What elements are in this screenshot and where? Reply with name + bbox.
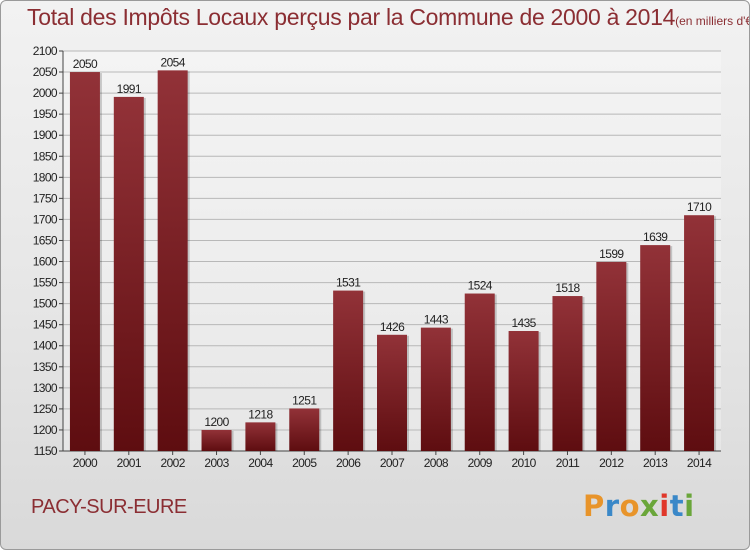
data-label-2013: 1639 [643, 230, 668, 244]
commune-name: PACY-SUR-EURE [31, 496, 187, 518]
data-label-2008: 1443 [424, 313, 449, 327]
x-tick-label-2003: 2003 [204, 456, 229, 470]
y-tick-label: 1850 [33, 149, 58, 163]
x-tick-label-2014: 2014 [687, 456, 712, 470]
y-tick-label: 1800 [33, 170, 58, 184]
y-tick-label: 1500 [33, 297, 58, 311]
data-label-2004: 1218 [248, 407, 273, 421]
x-tick-label-2000: 2000 [73, 456, 98, 470]
data-label-2009: 1524 [468, 279, 493, 293]
bar-2013 [640, 245, 671, 451]
data-label-2007: 1426 [380, 320, 405, 334]
y-tick-label: 1450 [33, 318, 58, 332]
x-tick-label-2009: 2009 [468, 456, 493, 470]
bar-2009 [464, 293, 495, 451]
logo-letter: x [640, 489, 660, 523]
chart-title: Total des Impôts Locaux perçus par la Co… [27, 4, 750, 31]
y-tick-label: 2050 [33, 65, 58, 79]
x-tick-label-2006: 2006 [336, 456, 361, 470]
bar-2012 [596, 261, 627, 451]
x-tick-label-2004: 2004 [248, 456, 273, 470]
logo-letter: P [583, 489, 605, 523]
y-tick-label: 1250 [33, 402, 58, 416]
data-label-2005: 1251 [292, 393, 317, 407]
logo-letter: i [684, 489, 695, 523]
y-tick-label: 2000 [33, 86, 58, 100]
data-label-2002: 2054 [161, 55, 186, 69]
chart-title-main: Total des Impôts Locaux perçus par la Co… [27, 4, 676, 30]
bar-2000 [69, 72, 100, 451]
x-tick-label-2013: 2013 [643, 456, 668, 470]
x-tick-label-2008: 2008 [424, 456, 449, 470]
data-label-2010: 1435 [511, 316, 536, 330]
data-label-2003: 1200 [204, 415, 229, 429]
x-tick-label-2011: 2011 [556, 456, 580, 470]
proxiti-logo: Proxiti [583, 489, 695, 523]
x-tick-label-2012: 2012 [599, 456, 624, 470]
data-label-2014: 1710 [687, 200, 712, 214]
y-tick-label: 2100 [33, 44, 58, 58]
data-label-2011: 1518 [555, 281, 580, 295]
bar-2004 [245, 422, 276, 451]
logo-letter: o [619, 489, 641, 523]
x-tick-label-2010: 2010 [511, 456, 536, 470]
x-tick-label-2005: 2005 [292, 456, 317, 470]
bar-2014 [684, 215, 715, 451]
bar-2006 [333, 290, 364, 451]
y-tick-label: 1400 [33, 339, 58, 353]
y-tick-label: 1200 [33, 423, 58, 437]
y-tick-label: 1900 [33, 128, 58, 142]
bar-2010 [508, 331, 539, 451]
logo-letter: r [604, 489, 620, 523]
bar-2007 [377, 334, 407, 451]
x-tick-label-2007: 2007 [380, 456, 405, 470]
y-tick-label: 1750 [33, 191, 58, 205]
y-tick-label: 1300 [33, 381, 58, 395]
x-tick-label-2001: 2001 [117, 456, 142, 470]
bar-2008 [420, 327, 451, 451]
chart-title-unit: (en milliers d'€) [675, 14, 750, 28]
y-tick-label: 1150 [34, 444, 58, 458]
logo-letter: i [659, 489, 670, 523]
y-tick-label: 1550 [33, 276, 58, 290]
data-label-2006: 1531 [336, 276, 361, 290]
data-label-2012: 1599 [599, 247, 624, 261]
bar-2005 [289, 408, 320, 451]
bar-2001 [113, 96, 144, 451]
x-tick-label-2002: 2002 [161, 456, 186, 470]
y-tick-label: 1950 [33, 107, 58, 121]
bar-2002 [157, 70, 188, 452]
logo-letter: t [669, 489, 685, 523]
data-label-2001: 1991 [117, 82, 142, 96]
data-label-2000: 2050 [73, 57, 98, 71]
bar-2011 [552, 296, 583, 451]
bar-2003 [201, 429, 232, 451]
y-tick-label: 1650 [33, 233, 58, 247]
y-tick-label: 1600 [33, 255, 58, 269]
y-tick-label: 1700 [33, 212, 58, 226]
y-tick-label: 1350 [33, 360, 58, 374]
